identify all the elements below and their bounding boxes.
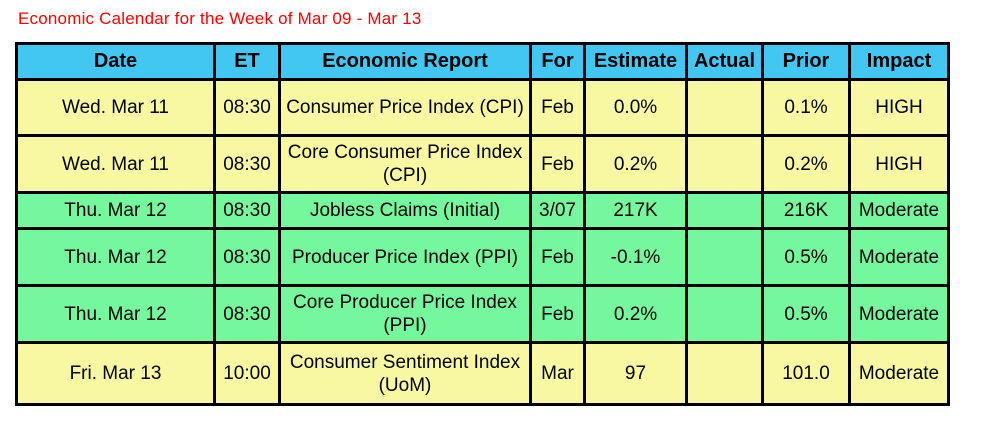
prior-cell: 0.5% <box>761 284 851 344</box>
table-header-row: Date ET Economic Report For Estimate Act… <box>15 42 950 81</box>
impact-cell: HIGH <box>848 134 950 194</box>
table-row: Wed. Mar 11 08:30 Core Consumer Price In… <box>15 134 950 194</box>
report-cell: Jobless Claims (Initial) <box>278 191 532 230</box>
impact-cell: HIGH <box>848 78 950 137</box>
for-cell: Feb <box>529 284 586 344</box>
for-cell: 3/07 <box>529 191 586 230</box>
date-cell: Wed. Mar 11 <box>15 134 216 194</box>
date-cell: Thu. Mar 12 <box>15 227 216 287</box>
et-cell: 08:30 <box>213 191 281 230</box>
actual-cell <box>685 284 764 344</box>
estimate-cell: 97 <box>583 341 688 406</box>
estimate-cell: 0.2% <box>583 284 688 344</box>
header-prior: Prior <box>761 42 851 81</box>
impact-cell: Moderate <box>848 341 950 406</box>
report-cell: Core Consumer Price Index (CPI) <box>278 134 532 194</box>
et-cell: 08:30 <box>213 227 281 287</box>
estimate-cell: 217K <box>583 191 688 230</box>
economic-calendar-table: Date ET Economic Report For Estimate Act… <box>15 42 950 406</box>
table-row: Wed. Mar 11 08:30 Consumer Price Index (… <box>15 78 950 137</box>
actual-cell <box>685 341 764 406</box>
header-impact: Impact <box>848 42 950 81</box>
et-cell: 08:30 <box>213 134 281 194</box>
actual-cell <box>685 134 764 194</box>
for-cell: Feb <box>529 78 586 137</box>
header-et: ET <box>213 42 281 81</box>
header-estimate: Estimate <box>583 42 688 81</box>
table-row: Fri. Mar 13 10:00 Consumer Sentiment Ind… <box>15 341 950 406</box>
actual-cell <box>685 227 764 287</box>
impact-cell: Moderate <box>848 227 950 287</box>
table-row: Thu. Mar 12 08:30 Producer Price Index (… <box>15 227 950 287</box>
table-row: Thu. Mar 12 08:30 Jobless Claims (Initia… <box>15 191 950 230</box>
report-cell: Consumer Price Index (CPI) <box>278 78 532 137</box>
header-actual: Actual <box>685 42 764 81</box>
prior-cell: 0.1% <box>761 78 851 137</box>
prior-cell: 216K <box>761 191 851 230</box>
table-body: Wed. Mar 11 08:30 Consumer Price Index (… <box>15 78 950 406</box>
actual-cell <box>685 78 764 137</box>
page-title: Economic Calendar for the Week of Mar 09… <box>18 9 422 28</box>
report-cell: Core Producer Price Index (PPI) <box>278 284 532 344</box>
estimate-cell: 0.2% <box>583 134 688 194</box>
estimate-cell: 0.0% <box>583 78 688 137</box>
for-cell: Feb <box>529 134 586 194</box>
et-cell: 08:30 <box>213 284 281 344</box>
for-cell: Mar <box>529 341 586 406</box>
prior-cell: 101.0 <box>761 341 851 406</box>
actual-cell <box>685 191 764 230</box>
et-cell: 10:00 <box>213 341 281 406</box>
prior-cell: 0.5% <box>761 227 851 287</box>
header-report: Economic Report <box>278 42 532 81</box>
report-cell: Producer Price Index (PPI) <box>278 227 532 287</box>
date-cell: Thu. Mar 12 <box>15 191 216 230</box>
date-cell: Thu. Mar 12 <box>15 284 216 344</box>
header-date: Date <box>15 42 216 81</box>
table-row: Thu. Mar 12 08:30 Core Producer Price In… <box>15 284 950 344</box>
prior-cell: 0.2% <box>761 134 851 194</box>
et-cell: 08:30 <box>213 78 281 137</box>
estimate-cell: -0.1% <box>583 227 688 287</box>
date-cell: Wed. Mar 11 <box>15 78 216 137</box>
impact-cell: Moderate <box>848 284 950 344</box>
for-cell: Feb <box>529 227 586 287</box>
impact-cell: Moderate <box>848 191 950 230</box>
date-cell: Fri. Mar 13 <box>15 341 216 406</box>
report-cell: Consumer Sentiment Index (UoM) <box>278 341 532 406</box>
header-for: For <box>529 42 586 81</box>
